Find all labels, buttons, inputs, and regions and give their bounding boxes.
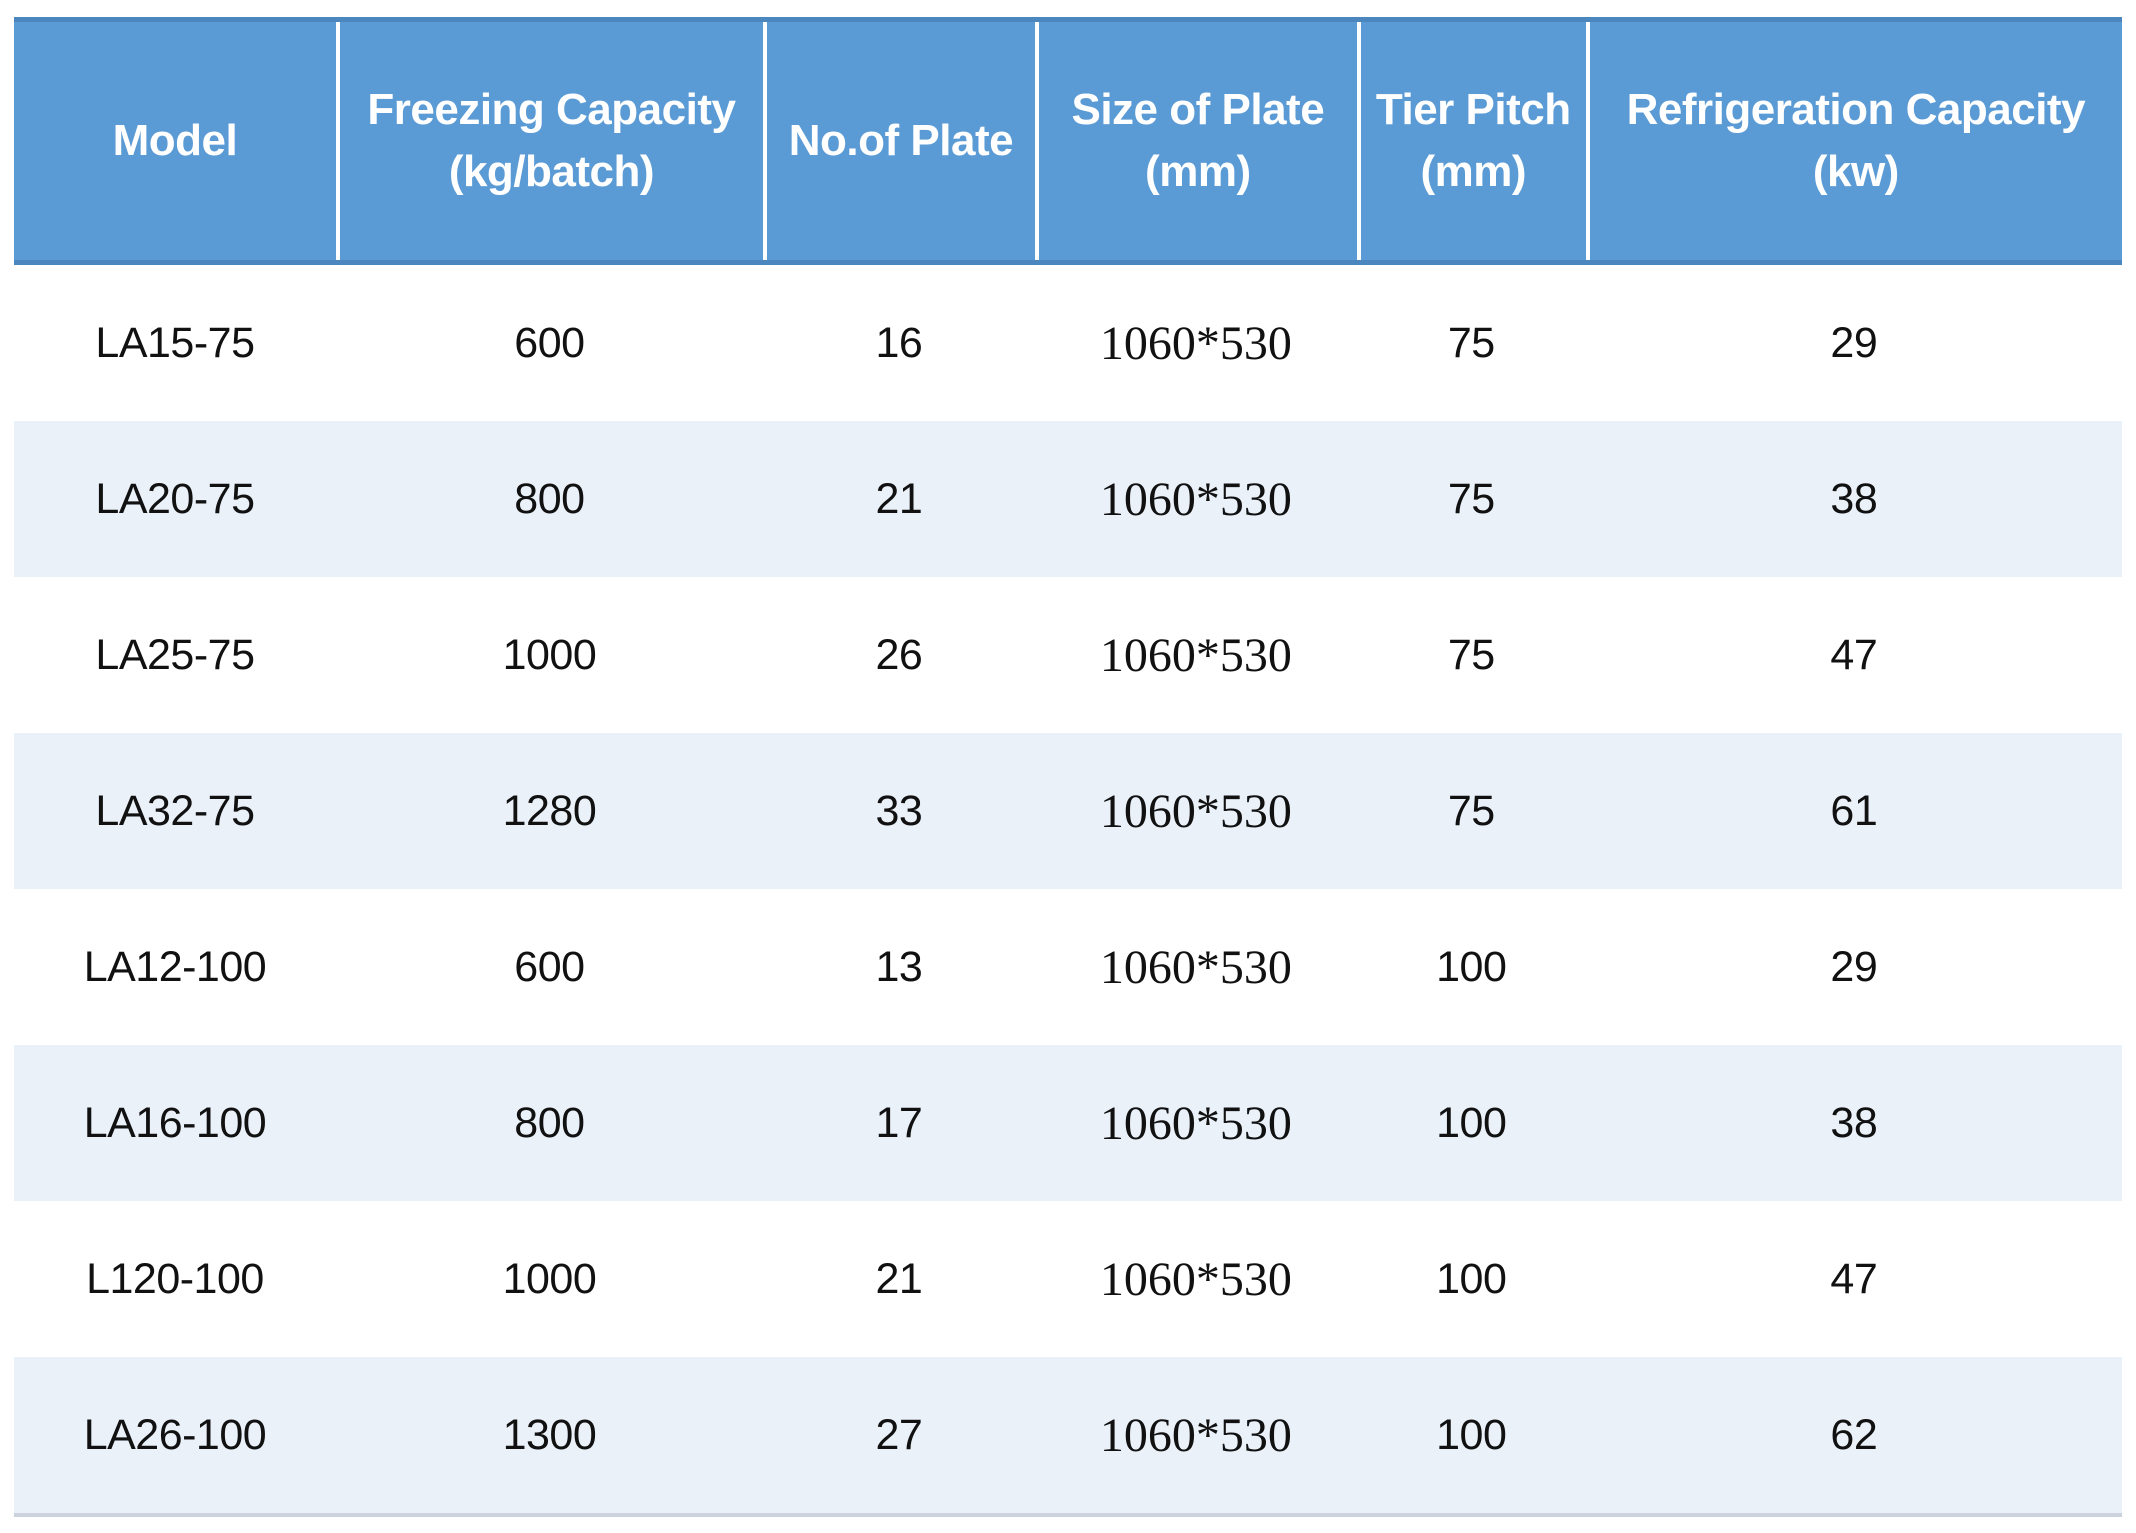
column-header-label: Refrigeration Capacity bbox=[1626, 85, 2086, 135]
cell-model: LA16-100 bbox=[83, 1098, 267, 1147]
cell-tier-pitch: 75 bbox=[1447, 474, 1495, 523]
cell-model: LA12-100 bbox=[83, 942, 267, 991]
column-header-refrigeration-capacity: Refrigeration Capacity (kw) bbox=[1585, 22, 2122, 260]
cell-size-of-plate: 1060*530 bbox=[1099, 628, 1292, 682]
cell-freezing-capacity: 1300 bbox=[502, 1410, 597, 1459]
table-row: LA32-75 1280 33 1060*530 75 61 bbox=[14, 733, 2122, 889]
column-header-unit: (mm) bbox=[1420, 147, 1527, 196]
cell-no-of-plate: 21 bbox=[875, 1254, 923, 1303]
cell-tier-pitch: 75 bbox=[1447, 630, 1495, 679]
column-header-size-of-plate: Size of Plate (mm) bbox=[1034, 22, 1357, 260]
cell-no-of-plate: 27 bbox=[875, 1410, 923, 1459]
table-row: LA15-75 600 16 1060*530 75 29 bbox=[14, 265, 2122, 421]
cell-refrigeration-capacity: 61 bbox=[1830, 786, 1878, 835]
table-row: L120-100 1000 21 1060*530 100 47 bbox=[14, 1201, 2122, 1357]
column-header-unit: (mm) bbox=[1145, 147, 1251, 196]
column-header-unit: (kw) bbox=[1812, 147, 1900, 196]
cell-no-of-plate: 17 bbox=[875, 1098, 923, 1147]
cell-freezing-capacity: 1280 bbox=[502, 786, 597, 835]
table-header-row: Model Freezing Capacity (kg/batch) No.of… bbox=[14, 17, 2122, 265]
cell-size-of-plate: 1060*530 bbox=[1099, 1096, 1292, 1150]
cell-size-of-plate: 1060*530 bbox=[1099, 472, 1292, 526]
table-row: LA20-75 800 21 1060*530 75 38 bbox=[14, 421, 2122, 577]
cell-freezing-capacity: 800 bbox=[514, 1098, 585, 1147]
column-header-freezing-capacity: Freezing Capacity (kg/batch) bbox=[335, 22, 763, 260]
column-header-model: Model bbox=[14, 22, 336, 260]
cell-model: L120-100 bbox=[86, 1254, 264, 1303]
cell-model: LA15-75 bbox=[95, 318, 255, 367]
column-header-tier-pitch: Tier Pitch (mm) bbox=[1356, 22, 1586, 260]
cell-model: LA25-75 bbox=[95, 630, 255, 679]
cell-tier-pitch: 100 bbox=[1436, 1410, 1507, 1459]
cell-tier-pitch: 100 bbox=[1436, 942, 1507, 991]
cell-freezing-capacity: 600 bbox=[514, 318, 585, 367]
column-header-no-of-plate: No.of Plate bbox=[762, 22, 1035, 260]
table-row: LA16-100 800 17 1060*530 100 38 bbox=[14, 1045, 2122, 1201]
cell-size-of-plate: 1060*530 bbox=[1099, 940, 1292, 994]
table-row: LA26-100 1300 27 1060*530 100 62 bbox=[14, 1357, 2122, 1513]
cell-refrigeration-capacity: 38 bbox=[1830, 474, 1878, 523]
cell-size-of-plate: 1060*530 bbox=[1099, 316, 1292, 370]
column-header-label: Tier Pitch bbox=[1375, 85, 1571, 135]
cell-freezing-capacity: 1000 bbox=[502, 1254, 597, 1303]
cell-freezing-capacity: 600 bbox=[514, 942, 585, 991]
table-row: LA12-100 600 13 1060*530 100 29 bbox=[14, 889, 2122, 1045]
column-header-label: No.of Plate bbox=[788, 116, 1014, 166]
column-header-label: Freezing Capacity bbox=[367, 85, 736, 135]
cell-refrigeration-capacity: 47 bbox=[1830, 1254, 1878, 1303]
cell-refrigeration-capacity: 29 bbox=[1830, 942, 1878, 991]
cell-size-of-plate: 1060*530 bbox=[1099, 1252, 1292, 1306]
cell-tier-pitch: 75 bbox=[1447, 318, 1495, 367]
cell-freezing-capacity: 800 bbox=[514, 474, 585, 523]
table-row: LA25-75 1000 26 1060*530 75 47 bbox=[14, 577, 2122, 733]
column-header-unit: (kg/batch) bbox=[448, 147, 655, 196]
cell-no-of-plate: 13 bbox=[875, 942, 923, 991]
cell-freezing-capacity: 1000 bbox=[502, 630, 597, 679]
cell-refrigeration-capacity: 38 bbox=[1830, 1098, 1878, 1147]
table-body: LA15-75 600 16 1060*530 75 29 LA20-75 80… bbox=[14, 265, 2122, 1513]
cell-model: LA20-75 bbox=[95, 474, 255, 523]
cell-no-of-plate: 26 bbox=[875, 630, 923, 679]
spec-table: Model Freezing Capacity (kg/batch) No.of… bbox=[14, 17, 2122, 1517]
cell-refrigeration-capacity: 29 bbox=[1830, 318, 1878, 367]
cell-refrigeration-capacity: 62 bbox=[1830, 1410, 1878, 1459]
cell-tier-pitch: 75 bbox=[1447, 786, 1495, 835]
cell-tier-pitch: 100 bbox=[1436, 1254, 1507, 1303]
cell-no-of-plate: 21 bbox=[875, 474, 923, 523]
cell-size-of-plate: 1060*530 bbox=[1099, 1408, 1292, 1462]
cell-model: LA26-100 bbox=[83, 1410, 267, 1459]
cell-refrigeration-capacity: 47 bbox=[1830, 630, 1878, 679]
cell-tier-pitch: 100 bbox=[1436, 1098, 1507, 1147]
cell-size-of-plate: 1060*530 bbox=[1099, 784, 1292, 838]
cell-model: LA32-75 bbox=[95, 786, 255, 835]
column-header-label: Model bbox=[112, 116, 238, 166]
cell-no-of-plate: 33 bbox=[875, 786, 923, 835]
column-header-label: Size of Plate bbox=[1071, 85, 1325, 135]
cell-no-of-plate: 16 bbox=[875, 318, 923, 367]
